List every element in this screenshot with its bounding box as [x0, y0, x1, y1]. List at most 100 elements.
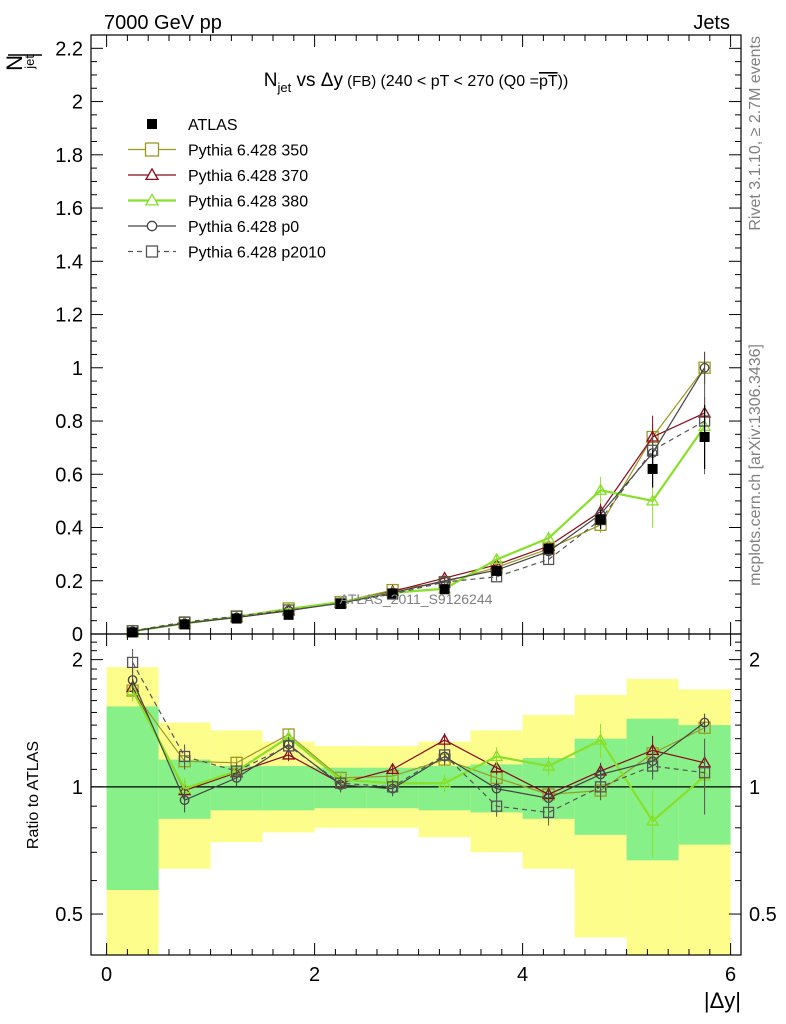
series-2-point	[645, 494, 660, 506]
ratio-axis-label: Ratio to ATLAS	[25, 741, 42, 849]
series-4-ratio-point	[126, 656, 139, 669]
y-tick-label: 0.6	[55, 464, 83, 486]
data-points	[127, 405, 710, 638]
data-point	[179, 619, 190, 630]
y-tick-label: 0.8	[55, 411, 83, 433]
y-tick-label: 0	[72, 624, 83, 646]
legend-label: ATLAS	[188, 117, 238, 134]
series-3-ratio-point	[491, 783, 502, 794]
ratio-frame	[90, 633, 742, 956]
series-2-point	[593, 483, 608, 495]
ratio-tick-label-right: 2	[749, 650, 760, 672]
y-tick-label: 1.2	[55, 305, 83, 327]
legend-label: Pythia 6.428 370	[188, 168, 308, 185]
series-4-ratio-point	[230, 765, 243, 777]
data-point	[439, 584, 450, 595]
data-point	[387, 588, 398, 599]
series-4-ratio-point	[178, 750, 191, 763]
series-4-ratio-point	[282, 740, 295, 752]
ratio-uncertainty-bands	[106, 667, 731, 955]
legend-marker	[144, 193, 160, 206]
series-1-ratio-point	[385, 762, 400, 775]
source-label: mcplots.cern.ch [arXiv:1306.3436]	[747, 344, 764, 586]
data-point	[127, 627, 138, 638]
data-point	[335, 598, 346, 609]
series-4-ratio-point	[542, 806, 555, 819]
legend-label: Pythia 6.428 380	[188, 194, 308, 211]
x-tick-label: 4	[517, 964, 528, 986]
legend: ATLAS Pythia 6.428 350 Pythia 6.428 370 Pyt…	[128, 117, 326, 262]
data-point	[231, 613, 242, 624]
series-2-ratio-point	[593, 733, 608, 745]
data-point	[647, 463, 658, 474]
y-tick-label: 1	[72, 358, 83, 380]
series-3-ratio-point	[179, 795, 190, 806]
data-point	[491, 565, 502, 576]
axes: 0 2 4 6 0 0.2 0.4 0.6 0.8 1 1.2 1.4 1.6 1.8 2 2.2 0.5 0.5…	[55, 34, 777, 986]
ratio-tick-label: 0.5	[55, 904, 83, 926]
ratio-tick-label: 2	[72, 650, 83, 672]
y-tick-label: 0.2	[55, 571, 83, 593]
band-inner-3	[262, 766, 315, 811]
legend-marker	[146, 220, 158, 232]
series-2-ratio-point	[489, 749, 504, 762]
legend-marker	[144, 142, 160, 157]
series-4-ratio-point	[594, 781, 607, 793]
process-label: Jets	[693, 12, 730, 34]
y-tick-label: 2	[72, 92, 83, 114]
title-fb: (FB)	[343, 73, 381, 90]
ratio-tick-label: 1	[72, 777, 83, 799]
data-point	[543, 543, 554, 554]
series-2-ratio-point	[645, 814, 660, 826]
legend-label: Pythia 6.428 350	[188, 143, 308, 160]
collision-label: 7000 GeV pp	[104, 12, 222, 34]
series-1-ratio-point	[281, 748, 296, 760]
series-4-ratio-point	[334, 777, 347, 789]
y-tick-label: 2.2	[55, 38, 83, 60]
series-1-ratio-point	[437, 733, 452, 745]
series-4-ratio-point	[698, 767, 711, 779]
data-point	[283, 609, 294, 620]
title-middle: vs Δy	[291, 70, 343, 91]
series-2-ratio-point	[541, 759, 556, 771]
legend-marker	[145, 245, 159, 258]
series-4-ratio-point	[438, 749, 451, 761]
band-inner-0	[106, 706, 159, 891]
analysis-watermark: ATLAS_2011_S9126244	[340, 591, 493, 607]
x-tick-label: 6	[725, 964, 736, 986]
series-4-ratio-point	[490, 800, 503, 812]
legend-label: Pythia 6.428 p2010	[188, 245, 326, 262]
series-4-ratio-line	[132, 662, 705, 814]
title-close: ))	[558, 73, 569, 90]
series-4-ratio-point	[386, 781, 399, 793]
ratio-tick-label-right: 0.5	[749, 904, 777, 926]
y-axis-label-main: N	[2, 55, 27, 71]
legend-marker-data	[147, 119, 157, 129]
series-3-line	[132, 367, 706, 632]
data-point	[595, 514, 606, 525]
y-tick-label: 1.6	[55, 198, 83, 220]
plot-title: Njet vs Δy (FB) (240 < pT < 270 (Q0 =pT)…	[264, 70, 569, 95]
legend-marker	[144, 167, 160, 181]
y-tick-label: 0.4	[55, 518, 83, 540]
x-tick-label: 2	[309, 964, 320, 986]
series-2-point	[489, 552, 504, 565]
series-4-point	[542, 553, 555, 566]
y-axis-label-sub: jet	[22, 55, 37, 70]
rivet-version-label: Rivet 3.1.10, ≥ 2.7M events	[747, 36, 764, 231]
ratio-series-curves	[125, 648, 712, 858]
data-point	[699, 431, 710, 442]
x-tick-label: 0	[101, 964, 112, 986]
series-4-line	[132, 420, 705, 632]
series-3-ratio-line	[132, 679, 705, 801]
legend-label: Pythia 6.428 p0	[188, 219, 299, 236]
series-0-ratio-line	[132, 690, 705, 795]
ratio-tick-label-right: 1	[749, 777, 760, 799]
series-3-ratio-point	[699, 717, 710, 728]
title-subscript: jet	[276, 80, 291, 95]
series-2-ratio-point	[437, 776, 452, 788]
series-4-ratio-point	[646, 760, 659, 772]
series-1-ratio-point	[489, 760, 504, 773]
y-axis-label: N jet	[2, 54, 42, 71]
